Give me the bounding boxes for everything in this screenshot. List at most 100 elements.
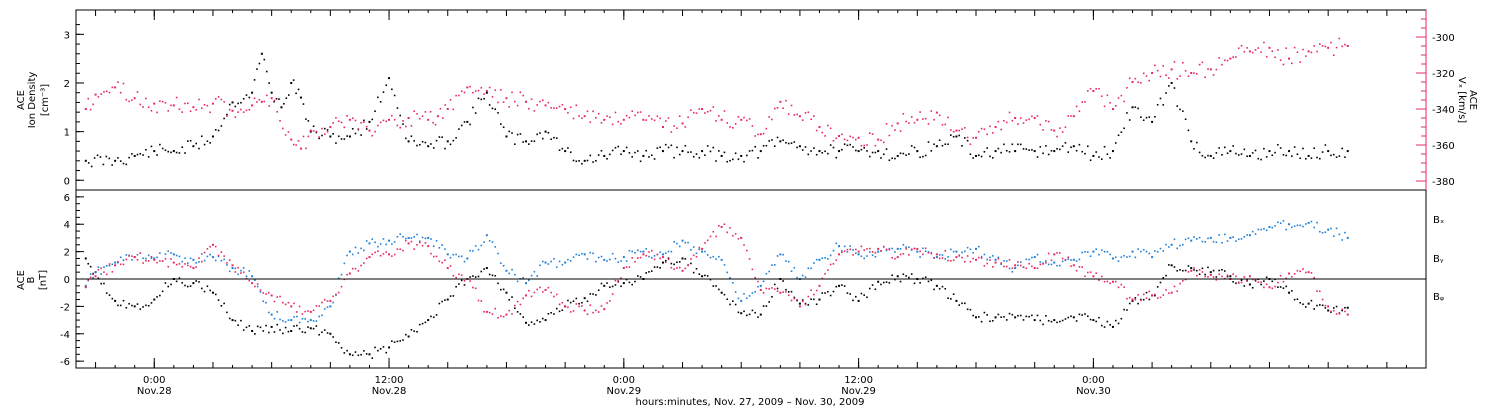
- bz-sample: [139, 252, 142, 255]
- vx-sample: [776, 107, 779, 109]
- bx-sample: [597, 289, 600, 292]
- bz-sample: [569, 311, 572, 313]
- by-sample: [346, 254, 348, 257]
- by-sample: [555, 266, 558, 268]
- ion-density-sample: [944, 143, 947, 146]
- vx-point: [436, 115, 439, 118]
- ion-density-sample: [516, 133, 519, 136]
- bx-sample: [332, 336, 334, 338]
- bz-sample: [385, 251, 388, 253]
- ion-density-sample: [410, 135, 413, 137]
- bz-sample: [1310, 272, 1313, 274]
- by-sample: [530, 274, 533, 277]
- vx-sample: [432, 121, 434, 124]
- ion-density-sample: [318, 137, 320, 140]
- bx-point: [818, 298, 821, 301]
- by-sample: [198, 261, 200, 263]
- data-points: [84, 37, 1349, 359]
- bx-sample: [435, 314, 438, 316]
- bx-sample: [913, 282, 916, 285]
- vx-sample: [1103, 105, 1106, 108]
- vx-point: [260, 100, 263, 103]
- vx-point: [1190, 72, 1193, 74]
- ion-density-sample: [1198, 151, 1201, 154]
- bz-sample: [1274, 285, 1276, 288]
- bz-sample: [441, 261, 443, 264]
- by-sample: [508, 272, 511, 275]
- by-sample: [1302, 225, 1304, 228]
- by-sample: [527, 279, 530, 282]
- vx-point: [1327, 46, 1330, 49]
- bx-sample: [938, 287, 941, 290]
- ion-density-sample: [787, 142, 790, 145]
- ion-density-sample: [843, 143, 846, 145]
- ion-density-sample: [1176, 105, 1179, 107]
- bz-sample: [1017, 261, 1019, 263]
- by-sample: [1223, 233, 1226, 236]
- x-tick-time: 0:00: [613, 375, 635, 386]
- bz-sample: [882, 245, 885, 248]
- by-sample: [762, 280, 765, 283]
- bx-sample: [718, 288, 720, 291]
- vx-sample: [969, 143, 972, 146]
- ion-density-sample: [268, 82, 271, 84]
- bx-sample: [1008, 312, 1011, 315]
- vx-sample: [628, 116, 631, 119]
- vx-sample: [292, 143, 295, 146]
- vx-sample: [444, 104, 447, 106]
- bx-sample: [1017, 314, 1019, 317]
- ion-density-sample: [1291, 155, 1293, 157]
- bz-sample: [256, 283, 259, 285]
- vx-sample: [214, 98, 217, 100]
- bz-sample: [312, 309, 315, 312]
- vx-sample: [919, 111, 921, 113]
- bx-sample: [203, 290, 206, 293]
- by-sample: [637, 249, 639, 252]
- by-sample: [609, 258, 611, 261]
- ion-density-point: [1131, 106, 1134, 109]
- vx-sample: [502, 101, 505, 103]
- by-sample: [894, 251, 896, 253]
- bz-sample: [1005, 265, 1008, 268]
- by-point: [368, 242, 371, 245]
- vx-sample: [631, 110, 634, 113]
- bx-sample: [416, 330, 418, 333]
- bx-sample: [1316, 304, 1318, 307]
- bz-point: [270, 294, 273, 297]
- vx-point: [857, 136, 860, 139]
- bz-sample: [541, 291, 544, 293]
- by-sample: [611, 252, 614, 255]
- vx-sample: [1109, 101, 1111, 104]
- by-sample: [374, 241, 376, 244]
- ion-density-point: [1346, 150, 1349, 153]
- vx-point: [798, 115, 801, 118]
- bx-sample: [782, 280, 784, 282]
- ion-density-sample: [248, 96, 251, 99]
- bz-point: [916, 247, 919, 250]
- vx-sample: [287, 131, 290, 133]
- ion-density-sample: [391, 88, 393, 91]
- ion-density-point: [622, 150, 625, 153]
- bz-sample: [254, 285, 256, 288]
- by-sample: [902, 243, 905, 246]
- ion-density-point: [603, 154, 606, 157]
- ion-density-sample: [1240, 153, 1243, 155]
- vx-sample: [1332, 54, 1335, 57]
- ion-density-sample: [555, 137, 558, 139]
- by-point: [955, 250, 958, 253]
- bz-point: [642, 253, 645, 256]
- by-sample: [539, 264, 541, 267]
- vx-sample: [418, 117, 421, 120]
- vx-sample: [972, 137, 975, 139]
- bx-sample: [527, 324, 530, 326]
- bx-sample: [198, 281, 200, 283]
- bx-sample: [1109, 324, 1111, 326]
- bz-point: [84, 286, 87, 289]
- bz-sample: [402, 249, 404, 252]
- bz-sample: [1123, 286, 1125, 289]
- bz-sample: [1095, 272, 1097, 275]
- bx-sample: [284, 326, 287, 329]
- by-sample: [1145, 250, 1148, 253]
- by-sample: [1232, 236, 1234, 238]
- ion-density-sample: [1179, 108, 1181, 111]
